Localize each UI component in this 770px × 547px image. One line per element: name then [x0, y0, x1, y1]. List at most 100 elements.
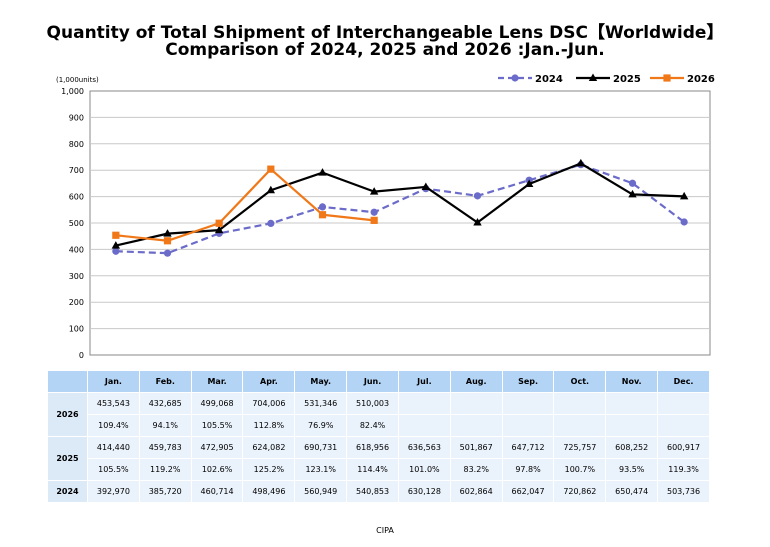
- table-row-2026: 2026 453,543 432,685 499,068 704,006 531,346 5…: [47, 392, 710, 437]
- value-cell: 510,003: [346, 392, 399, 415]
- month-header: Feb.: [138, 370, 192, 393]
- value-cell: 501,867: [449, 436, 503, 459]
- percent-cell: [553, 414, 607, 437]
- percent-cell: 93.5%: [605, 458, 659, 481]
- table-row-2025: 2025 414,440 459,783 472,905 624,082 690,731 6…: [47, 436, 710, 481]
- value-cell: 725,757: [553, 436, 607, 459]
- value-cell: 647,712: [501, 436, 555, 459]
- value-cell: 662,047: [501, 480, 555, 503]
- data-point-2025: [473, 218, 482, 226]
- legend-marker-2024: [511, 74, 519, 82]
- percent-cell: 109.4%: [87, 414, 140, 437]
- month-header: Jan.: [87, 370, 140, 393]
- data-point-2026: [267, 165, 275, 173]
- percent-cell: 97.8%: [501, 458, 555, 481]
- value-cell: 392,970: [87, 480, 140, 503]
- data-point-2024: [267, 219, 275, 227]
- y-tick-label: 800: [69, 140, 84, 149]
- month-header: Nov.: [605, 370, 659, 393]
- table-header-row: Jan. Feb. Mar. Apr. May. Jun. Jul. Aug. Sep. Oct.…: [47, 370, 710, 393]
- month-header: May.: [294, 370, 348, 393]
- value-cell: 636,563: [397, 436, 451, 459]
- value-cell: [501, 392, 555, 415]
- value-cell: 459,783: [138, 436, 192, 459]
- table-row-2024: 2024 392,970 385,720 460,714 498,496 560,949 5…: [47, 480, 710, 503]
- value-cell: 498,496: [242, 480, 296, 503]
- row-label: 2024: [47, 480, 88, 503]
- value-cell: [397, 392, 451, 415]
- legend-marker-2026: [663, 74, 671, 82]
- row-label: 2025: [47, 436, 88, 481]
- month-header: Jul.: [397, 370, 451, 393]
- chart-title-line2: Comparison of 2024, 2025 and 2026 :Jan.-…: [165, 40, 605, 60]
- percent-cell: 76.9%: [294, 414, 348, 437]
- percent-cell: 82.4%: [346, 414, 399, 437]
- chart-title-line1: Quantity of Total Shipment of Interchang…: [46, 23, 724, 43]
- y-tick-label: 100: [69, 325, 84, 334]
- value-cell: 460,714: [190, 480, 244, 503]
- percent-cell: 105.5%: [190, 414, 244, 437]
- value-cell: 650,474: [605, 480, 659, 503]
- value-cell: 618,956: [346, 436, 399, 459]
- table-row-2025-percent: 105.5% 119.2% 102.6% 125.2% 123.1% 114.4% 101.…: [48, 458, 710, 481]
- percent-cell: 114.4%: [346, 458, 399, 481]
- data-point-2025: [266, 185, 276, 194]
- data-point-2026: [370, 216, 378, 224]
- table-corner-cell: [47, 370, 88, 393]
- legend-label-2024: 2024: [535, 74, 563, 85]
- legend-marker-2025: [588, 73, 598, 81]
- data-point-2025: [369, 187, 379, 195]
- percent-cell: 119.3%: [657, 458, 710, 481]
- y-tick-label: 1,000: [61, 87, 84, 96]
- legend-label-2026: 2026: [687, 74, 715, 85]
- value-cell: 608,252: [605, 436, 659, 459]
- row-label: 2026: [47, 392, 88, 437]
- data-point-2024: [473, 192, 482, 200]
- month-header: Dec.: [657, 370, 710, 393]
- series-line-2026: [115, 168, 375, 242]
- series-line-2025: [115, 162, 685, 247]
- value-cell: [553, 392, 607, 415]
- line-chart: 0 100 200 300 400 500 600 700 800 900 1,000 (1,000u…: [56, 73, 715, 360]
- data-point-2025: [214, 225, 224, 234]
- percent-cell: 125.2%: [242, 458, 296, 481]
- month-header: Jun.: [346, 370, 399, 393]
- data-point-2025: [679, 191, 689, 200]
- percent-cell: [605, 414, 659, 437]
- data-point-2024: [628, 179, 637, 187]
- data-point-2026: [112, 231, 120, 239]
- data-table: Jan. Feb. Mar. Apr. May. Jun. Jul. Aug. Sep. Oct.…: [47, 370, 710, 503]
- y-tick-label: 500: [69, 219, 84, 228]
- percent-cell: [501, 414, 555, 437]
- y-tick-label: 400: [69, 245, 84, 254]
- value-cell: 704,006: [242, 392, 296, 415]
- percent-cell: 102.6%: [190, 458, 244, 481]
- y-tick-label: 0: [79, 351, 84, 360]
- percent-cell: 119.2%: [138, 458, 192, 481]
- month-header: Aug.: [449, 370, 503, 393]
- value-cell: 720,862: [553, 480, 607, 503]
- percent-cell: 112.8%: [242, 414, 296, 437]
- data-point-2025: [111, 241, 121, 249]
- month-header: Sep.: [501, 370, 555, 393]
- legend-label-2025: 2025: [613, 74, 641, 85]
- value-cell: [449, 392, 503, 415]
- data-point-2024: [163, 249, 172, 257]
- percent-cell: 94.1%: [138, 414, 192, 437]
- value-cell: 600,917: [657, 436, 710, 459]
- data-point-2025: [421, 182, 431, 190]
- percent-cell: [657, 414, 710, 437]
- y-tick-label: 200: [69, 298, 84, 307]
- value-cell: 560,949: [294, 480, 348, 503]
- percent-cell: 101.0%: [397, 458, 451, 481]
- data-point-2026: [318, 211, 327, 219]
- y-tick-label: 600: [69, 193, 84, 202]
- data-point-2025: [318, 168, 327, 176]
- month-header: Mar.: [190, 370, 244, 393]
- value-cell: 503,736: [657, 480, 710, 503]
- y-tick-label: 300: [69, 272, 84, 281]
- data-point-2025: [628, 189, 637, 198]
- value-cell: [657, 392, 710, 415]
- value-cell: 531,346: [294, 392, 348, 415]
- value-cell: 602,864: [449, 480, 503, 503]
